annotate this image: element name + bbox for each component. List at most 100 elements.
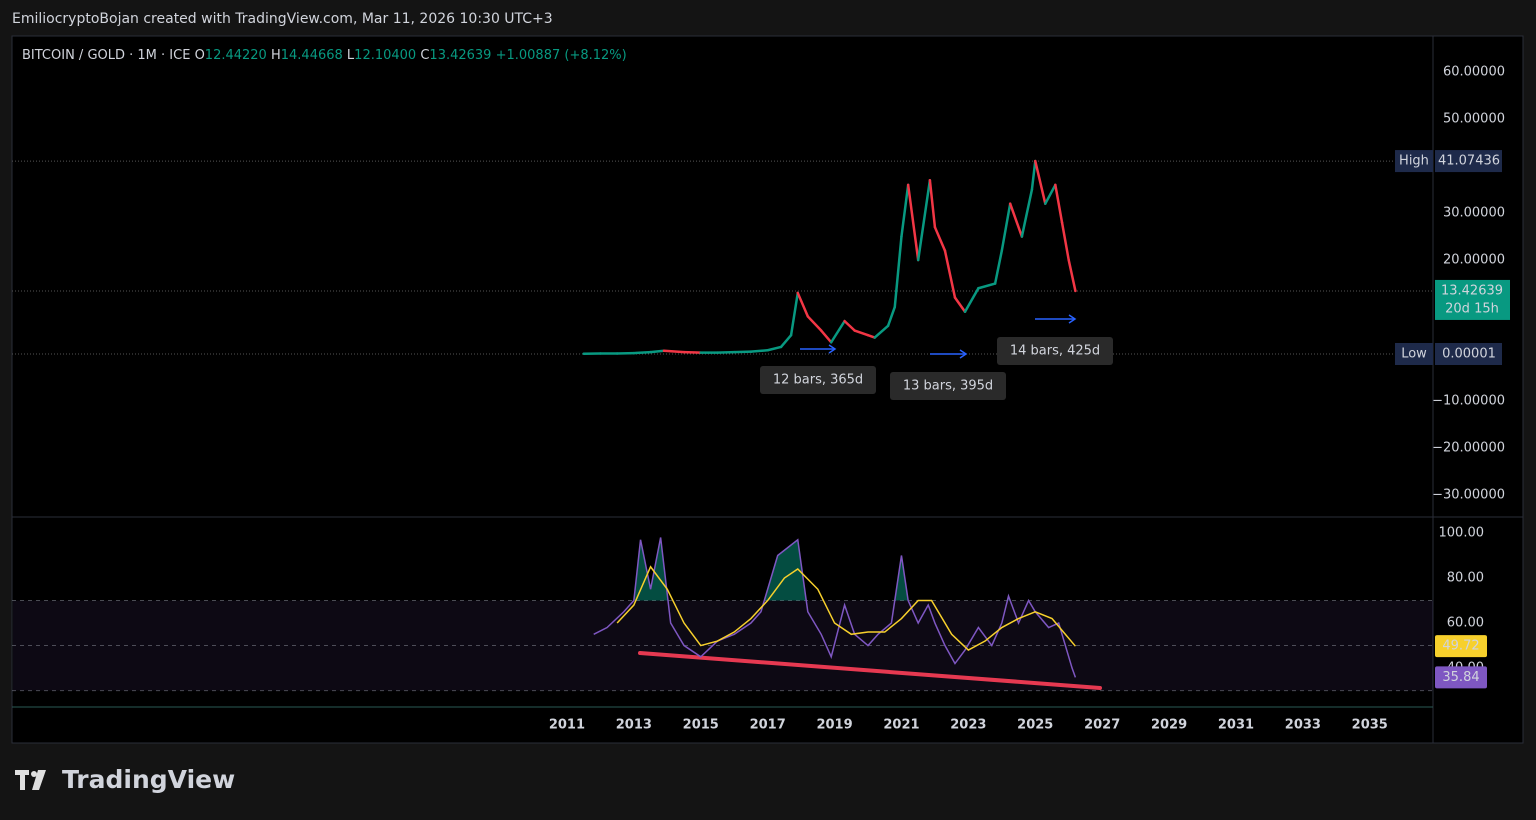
price-segment [1000,202,1012,252]
close: 13.42639 [429,48,491,63]
price-segment [916,178,932,262]
last-price: 13.42639 [1441,283,1503,298]
price-segment [632,350,652,355]
rsi-tick-label: 60.00 [1447,616,1484,631]
x-tick-label: 2011 [549,718,585,733]
price-segment [779,333,793,349]
last-price-tag [1435,279,1510,320]
annotation: 12 bars, 365d [773,373,863,388]
price-segment [796,291,810,318]
y-tick-label: 50.00000 [1443,112,1505,127]
x-tick-label: 2017 [750,718,786,733]
arrow-head [959,349,968,359]
price-segment [906,183,920,262]
x-tick-label: 2019 [816,718,852,733]
l-label: L [347,48,355,63]
y-tick-label: −10.00000 [1432,393,1505,408]
price-segment [806,315,823,332]
last-value: 35.84 [1442,670,1479,685]
price-segment [933,225,947,252]
rsi-line [593,537,1077,678]
logo: TradingView [62,765,235,794]
x-tick-label: 2013 [616,718,652,733]
y-tick-label: 60.00000 [1443,65,1505,80]
level-value-tag [1435,150,1502,173]
rsi-tick-label: 80.00 [1447,571,1484,586]
last-value-tag [1435,666,1487,689]
h-label: H [271,48,281,63]
price-segment [873,324,890,339]
price-segment [886,305,897,328]
level-label: Low [1401,347,1427,362]
price-segment [819,329,833,344]
x-tick-label: 2031 [1218,718,1254,733]
price-segment [853,329,870,337]
price-segment [900,183,910,238]
x-tick-label: 2025 [1017,718,1053,733]
price-segment [963,286,980,313]
annotation: 13 bars, 395d [903,379,993,394]
price-segment [843,319,856,332]
price-segment [829,319,846,344]
symbol: BITCOIN / GOLD · 1M · ICE [22,48,190,63]
o-label: O [195,48,205,63]
change: +1.00887 (+8.12%) [496,48,627,63]
last-value-tag [1435,635,1487,658]
x-tick-label: 2035 [1352,718,1388,733]
x-tick-label: 2021 [883,718,919,733]
x-tick-label: 2015 [683,718,719,733]
price-segment [1054,183,1064,224]
low: 12.10400 [354,48,416,63]
price-segment [789,291,800,337]
price-segment [1008,202,1024,238]
price-segment [1020,188,1034,238]
price-segment [977,282,997,290]
price-segment [1067,258,1077,293]
rsi-tick-label: 100.00 [1439,525,1485,540]
header: EmiliocryptoBojan created with TradingVi… [12,11,553,27]
open: 12.44220 [205,48,267,63]
last-value: 49.72 [1442,639,1479,654]
price-segment [1060,221,1070,262]
price-segment [662,349,686,354]
price-segment [993,249,1004,285]
price-segment [1034,159,1047,205]
level-tag [1395,150,1433,173]
level-value: 0.00001 [1442,347,1496,362]
level-value-tag [1435,343,1502,366]
level-value: 41.07436 [1438,154,1500,169]
x-tick-label: 2027 [1084,718,1120,733]
price-segment [928,178,937,229]
annotation-box [997,337,1113,365]
price-segment [1030,159,1037,191]
annotation: 14 bars, 425d [1010,344,1100,359]
countdown: 20d 15h [1445,301,1499,316]
y-tick-label: 20.00000 [1443,253,1505,268]
c-label: C [420,48,429,63]
legend: BITCOIN / GOLD · 1M · ICE O12.44220 H14.… [22,48,627,63]
x-tick-label: 2033 [1285,718,1321,733]
price-segment [649,349,666,354]
price-segment [943,249,957,299]
arrow-head [1068,314,1077,324]
x-tick-label: 2029 [1151,718,1187,733]
trendline [638,651,1102,690]
price-segment [1044,183,1057,205]
y-tick-label: −20.00000 [1432,440,1505,455]
annotation-box [760,366,876,394]
price-segment [766,345,783,352]
high: 14.44668 [281,48,343,63]
annotation-box [890,372,1006,400]
y-tick-label: 30.00000 [1443,206,1505,221]
price-segment [953,296,967,313]
rsi-ma-line [616,565,1076,651]
level-tag [1395,343,1433,366]
price-segment [893,235,903,309]
logo-icon [15,770,46,790]
y-tick-label: −30.00000 [1432,487,1505,502]
level-label: High [1399,154,1429,169]
arrow-head [828,344,837,354]
price-segment [749,348,769,353]
x-tick-label: 2023 [950,718,986,733]
